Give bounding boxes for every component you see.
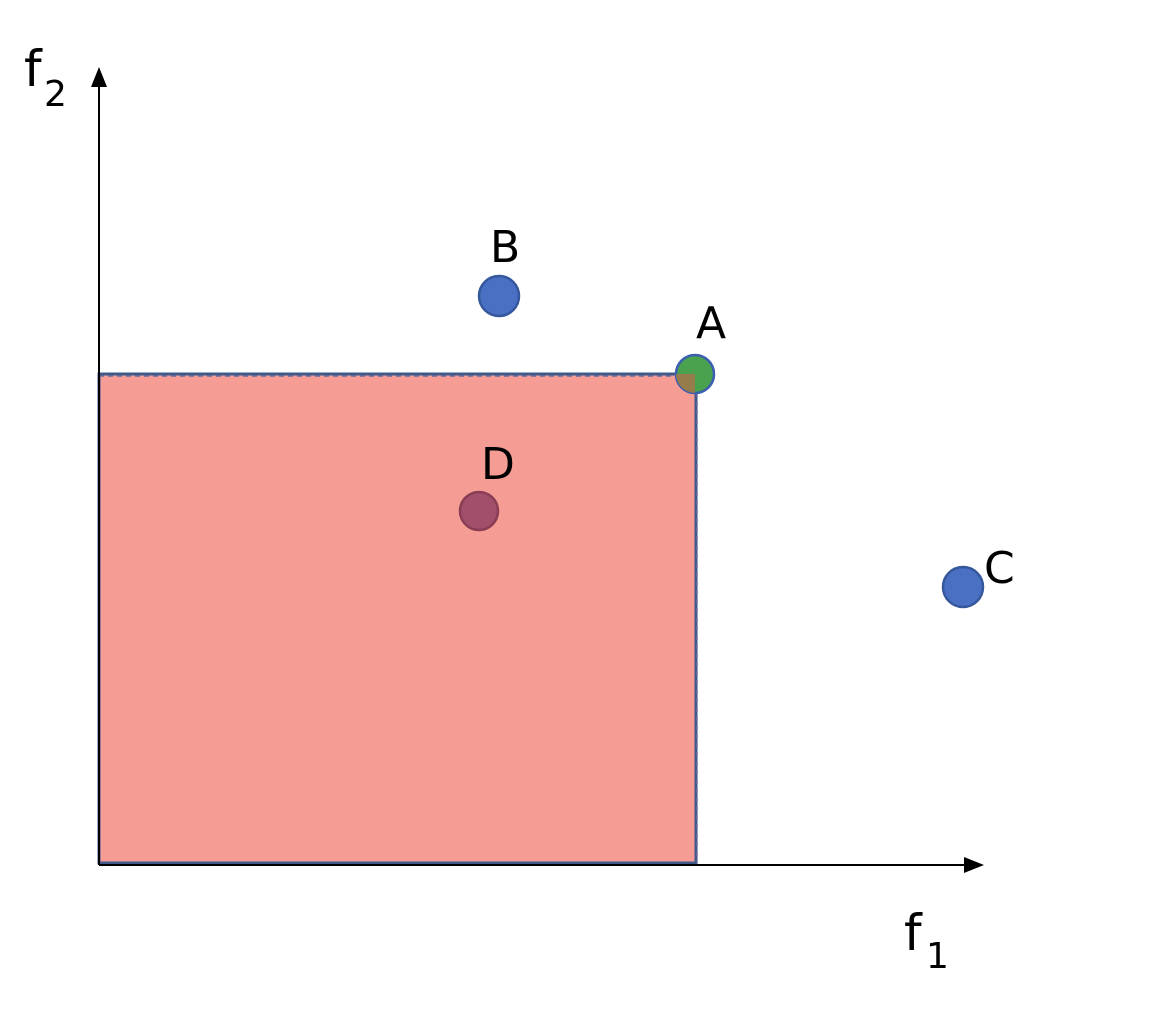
- y-axis-arrow-icon: [91, 67, 107, 87]
- point-c-marker: [941, 565, 985, 609]
- x-axis-label: f 1: [904, 904, 949, 977]
- point-d-marker: [458, 490, 500, 532]
- x-axis-arrow-icon: [964, 857, 984, 873]
- point-a: A: [674, 298, 726, 395]
- point-d-label: D: [481, 439, 515, 490]
- point-b-label: B: [490, 222, 520, 273]
- point-a-label: A: [696, 298, 726, 349]
- y-axis-label-subscript: 2: [44, 74, 67, 115]
- x-axis-label-subscript: 1: [926, 936, 949, 977]
- point-d: D: [458, 439, 515, 532]
- point-a-region-overlap: [676, 374, 695, 393]
- point-b: B: [477, 222, 521, 318]
- y-axis-label-base: f: [24, 40, 43, 98]
- point-b-marker: [477, 274, 521, 318]
- dominated-region: [97, 372, 698, 865]
- point-c-label: C: [984, 543, 1015, 594]
- point-c: C: [941, 543, 1015, 609]
- x-axis-label-base: f: [904, 904, 923, 962]
- y-axis-label: f 2: [24, 40, 67, 115]
